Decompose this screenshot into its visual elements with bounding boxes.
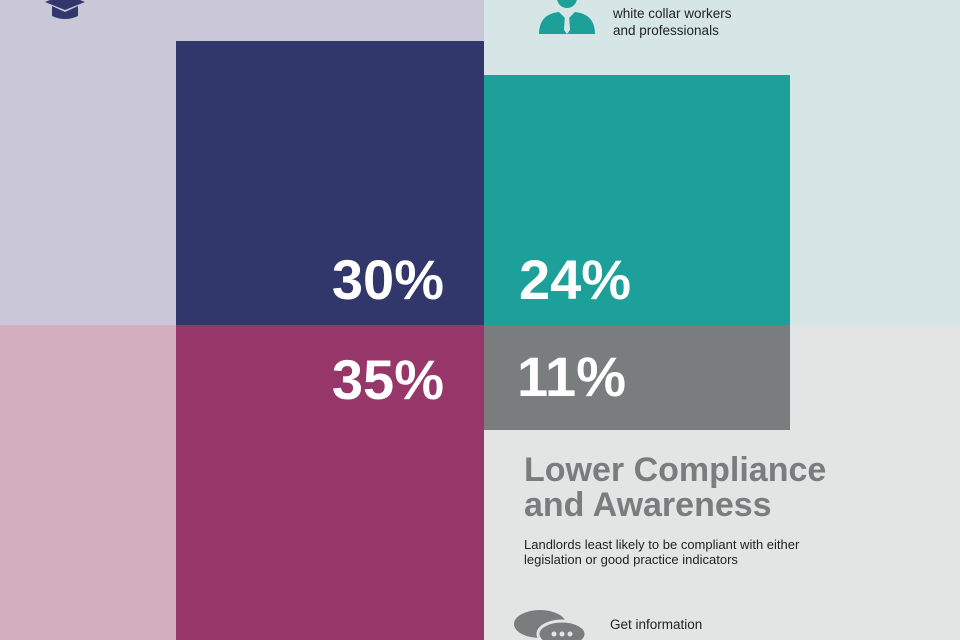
percent: 30% bbox=[331, 248, 444, 311]
heading-line: Lower Compliance bbox=[524, 451, 827, 489]
percent: 11% bbox=[517, 345, 626, 408]
body-line: Landlords least likely to be compliant w… bbox=[524, 537, 800, 552]
caption: white collar workers and professionals bbox=[613, 5, 732, 39]
caption-line: white collar workers bbox=[613, 6, 732, 21]
percent: 24% bbox=[519, 248, 632, 311]
heading: Lower Compliance and Awareness bbox=[524, 453, 826, 523]
body: Landlords least likely to be compliant w… bbox=[524, 537, 799, 567]
worker-icon bbox=[539, 0, 595, 34]
info: Get information bbox=[610, 617, 703, 632]
body-line: legislation or good practice indicators bbox=[524, 552, 738, 567]
block bbox=[176, 41, 484, 325]
block bbox=[484, 75, 790, 325]
block bbox=[176, 325, 484, 640]
percent: 35% bbox=[331, 348, 444, 411]
heading-line: and Awareness bbox=[524, 486, 772, 524]
cap-icon bbox=[45, 0, 85, 19]
caption-line: and professionals bbox=[613, 23, 719, 38]
chat-icon bbox=[514, 610, 588, 640]
block bbox=[484, 325, 790, 430]
